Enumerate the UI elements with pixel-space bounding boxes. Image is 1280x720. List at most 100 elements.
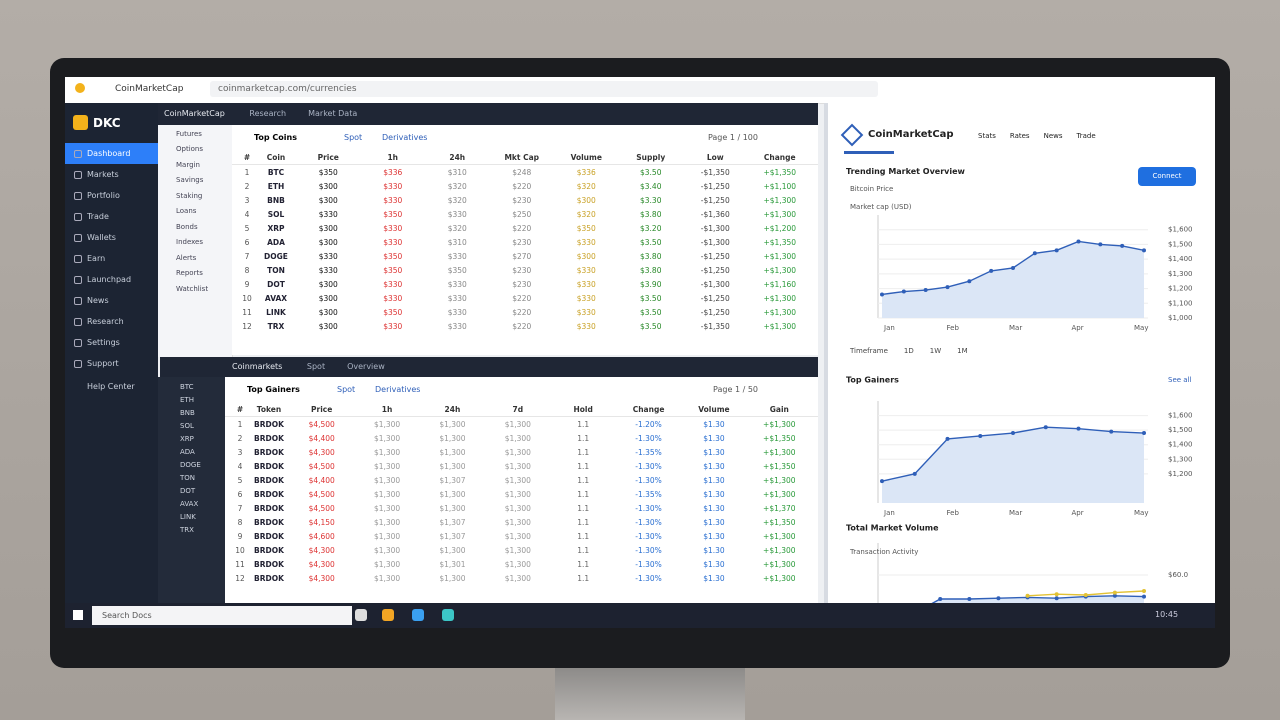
column-header: 7d bbox=[512, 405, 524, 414]
table-cell: $330 bbox=[447, 307, 467, 317]
nav-item[interactable]: Trade bbox=[1076, 132, 1096, 140]
point bbox=[1083, 593, 1088, 597]
table-cell: $1,300 bbox=[439, 573, 466, 583]
sub-item[interactable]: Futures bbox=[176, 129, 202, 138]
table-cell: +$1,300 bbox=[763, 307, 797, 317]
task-app[interactable] bbox=[382, 609, 394, 621]
sub2-item[interactable]: TON bbox=[180, 474, 196, 482]
task-app[interactable] bbox=[442, 609, 454, 621]
sidebar-item[interactable]: Research bbox=[65, 311, 158, 332]
sub2-item[interactable]: AVAX bbox=[180, 500, 199, 508]
point bbox=[1011, 265, 1015, 270]
table-tab[interactable]: Derivatives bbox=[382, 133, 428, 142]
start-button[interactable] bbox=[73, 610, 83, 620]
table-row: 3 BNB $300 $330 $320 $230 $300 $3.30 -$1,250 +$1,… bbox=[232, 194, 818, 207]
sidebar-item[interactable]: Markets bbox=[65, 164, 158, 185]
table-cell: 1.1 bbox=[577, 447, 590, 457]
nav-underline bbox=[844, 151, 894, 154]
sub-item[interactable]: Staking bbox=[176, 191, 203, 200]
table-row: 12 TRX $300 $330 $330 $220 $330 $3.50 -$1,350 +$1… bbox=[232, 320, 818, 333]
sub-item[interactable]: Indexes bbox=[176, 238, 204, 246]
table-cell: $3.30 bbox=[640, 195, 662, 205]
table-cell: +$1,300 bbox=[763, 531, 796, 541]
sub2-item[interactable]: BTC bbox=[180, 383, 194, 391]
taskbar-search[interactable]: Search Docs bbox=[92, 606, 352, 625]
x-tick-label: Feb bbox=[947, 509, 960, 517]
sidebar-item[interactable]: Dashboard bbox=[65, 143, 158, 164]
sub-item[interactable]: Alerts bbox=[176, 253, 197, 262]
timeframe[interactable]: 1W bbox=[929, 347, 942, 355]
nav-item[interactable]: News bbox=[1043, 132, 1063, 140]
task-app[interactable] bbox=[355, 609, 367, 621]
sub-item[interactable]: Savings bbox=[176, 176, 204, 184]
table-cell: $3.90 bbox=[640, 279, 662, 289]
sub2-item[interactable]: ADA bbox=[180, 448, 195, 456]
sub-item[interactable]: Watchlist bbox=[176, 284, 209, 293]
table-cell: 12 bbox=[242, 321, 252, 331]
bar-tab[interactable]: Market Data bbox=[308, 109, 358, 118]
point bbox=[989, 268, 994, 273]
sub-item[interactable]: Loans bbox=[176, 207, 197, 215]
clock: 10:45 bbox=[1155, 610, 1179, 619]
sub-item[interactable]: Bonds bbox=[176, 222, 198, 231]
sub2-item[interactable]: DOT bbox=[180, 487, 196, 495]
table-cell: +$1,370 bbox=[763, 503, 796, 513]
sub2-item[interactable]: XRP bbox=[180, 435, 194, 443]
sub2-item[interactable]: DOGE bbox=[180, 461, 201, 469]
table-cell: +$1,350 bbox=[763, 237, 797, 247]
task-app[interactable] bbox=[412, 609, 424, 621]
table-cell: +$1,300 bbox=[763, 265, 797, 275]
bar-tab[interactable]: Research bbox=[249, 109, 287, 118]
sidebar-item[interactable]: Trade bbox=[65, 206, 158, 227]
top-bar: CoinMarketCap Research Market Data bbox=[158, 103, 818, 125]
table-cell: $1.30 bbox=[703, 517, 725, 527]
x-tick-label: May bbox=[1134, 509, 1148, 517]
sidebar-item[interactable]: Earn bbox=[65, 248, 158, 269]
table-row: 8 TON $330 $350 $350 $230 $330 $3.80 -$1,250 +$1,… bbox=[232, 264, 818, 277]
sub2-item[interactable]: BNB bbox=[180, 409, 195, 417]
sidebar-item[interactable]: Launchpad bbox=[65, 269, 158, 290]
sub-menu: SpotFuturesOptionsMarginSavingsStakingLo… bbox=[158, 103, 233, 357]
table-cell: $300 bbox=[318, 307, 338, 317]
timeframe[interactable]: 1M bbox=[957, 347, 968, 355]
table-cell: 2 bbox=[244, 181, 250, 191]
table-cell: 12 bbox=[235, 573, 245, 583]
header-row: # Token Price 1h 24h 7d Hold Change Volume Gain bbox=[225, 403, 818, 418]
connect-button[interactable]: Connect bbox=[1138, 167, 1196, 186]
sub-item[interactable]: Margin bbox=[176, 160, 200, 169]
sidebar-item[interactable]: News bbox=[65, 290, 158, 311]
point bbox=[1109, 429, 1114, 434]
sidebar-item[interactable]: Settings bbox=[65, 332, 158, 353]
table-tab[interactable]: Spot bbox=[337, 385, 356, 394]
table-row: 3 BRDOK $4,300 $1,300 $1,300 $1,300 1.1 -1.35% $… bbox=[225, 446, 818, 459]
table-tab[interactable]: Spot bbox=[344, 133, 363, 142]
bar-tab[interactable]: Overview bbox=[347, 362, 385, 371]
table-row: 10 AVAX $300 $330 $330 $220 $330 $3.50 -$1,250 +$… bbox=[232, 292, 818, 305]
bar-tab[interactable]: Spot bbox=[306, 362, 326, 371]
table-row: 11 LINK $300 $350 $330 $220 $330 $3.50 -$1,250 +$… bbox=[232, 306, 818, 319]
nav-item[interactable]: Stats bbox=[978, 132, 996, 140]
sidebar-item[interactable]: Wallets bbox=[65, 227, 158, 248]
table-cell: +$1,300 bbox=[763, 545, 796, 555]
timeframe[interactable]: Timeframe bbox=[850, 347, 888, 355]
address-bar[interactable]: coinmarketcap.com/currencies bbox=[210, 81, 878, 97]
table-cell: $248 bbox=[512, 167, 532, 177]
sub2-item[interactable]: TRX bbox=[180, 526, 194, 534]
table-cell: $1,300 bbox=[504, 559, 531, 569]
sub-item[interactable]: Reports bbox=[176, 269, 203, 277]
table-cell: $350 bbox=[576, 223, 596, 233]
table-cell: 1 bbox=[237, 419, 243, 429]
timeframe[interactable]: 1D bbox=[903, 347, 914, 355]
sidebar-item[interactable]: Portfolio bbox=[65, 185, 158, 206]
sub2-item[interactable]: ETH bbox=[180, 396, 194, 404]
sidebar-item[interactable]: Support bbox=[65, 353, 158, 374]
sidebar-footer[interactable]: Help Center bbox=[87, 382, 135, 391]
browser-tab[interactable]: CoinMarketCap bbox=[115, 84, 184, 94]
sub2-item[interactable]: LINK bbox=[180, 513, 196, 521]
table-tab[interactable]: Derivatives bbox=[375, 385, 421, 394]
pager: Page 1 / 100 bbox=[707, 133, 758, 142]
sub-item[interactable]: Options bbox=[176, 145, 204, 153]
nav-item[interactable]: Rates bbox=[1009, 132, 1030, 140]
sub2-item[interactable]: SOL bbox=[180, 422, 194, 430]
coin-cell: TRX bbox=[267, 321, 285, 331]
